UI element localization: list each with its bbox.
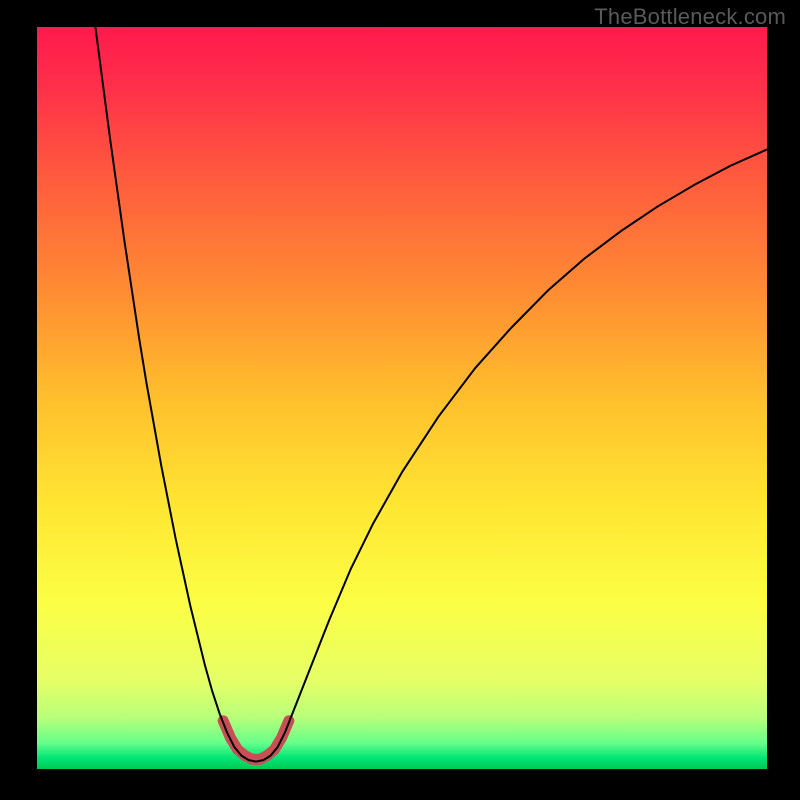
watermark-text: TheBottleneck.com xyxy=(594,4,786,30)
bottleneck-chart xyxy=(0,0,800,800)
chart-container: TheBottleneck.com xyxy=(0,0,800,800)
